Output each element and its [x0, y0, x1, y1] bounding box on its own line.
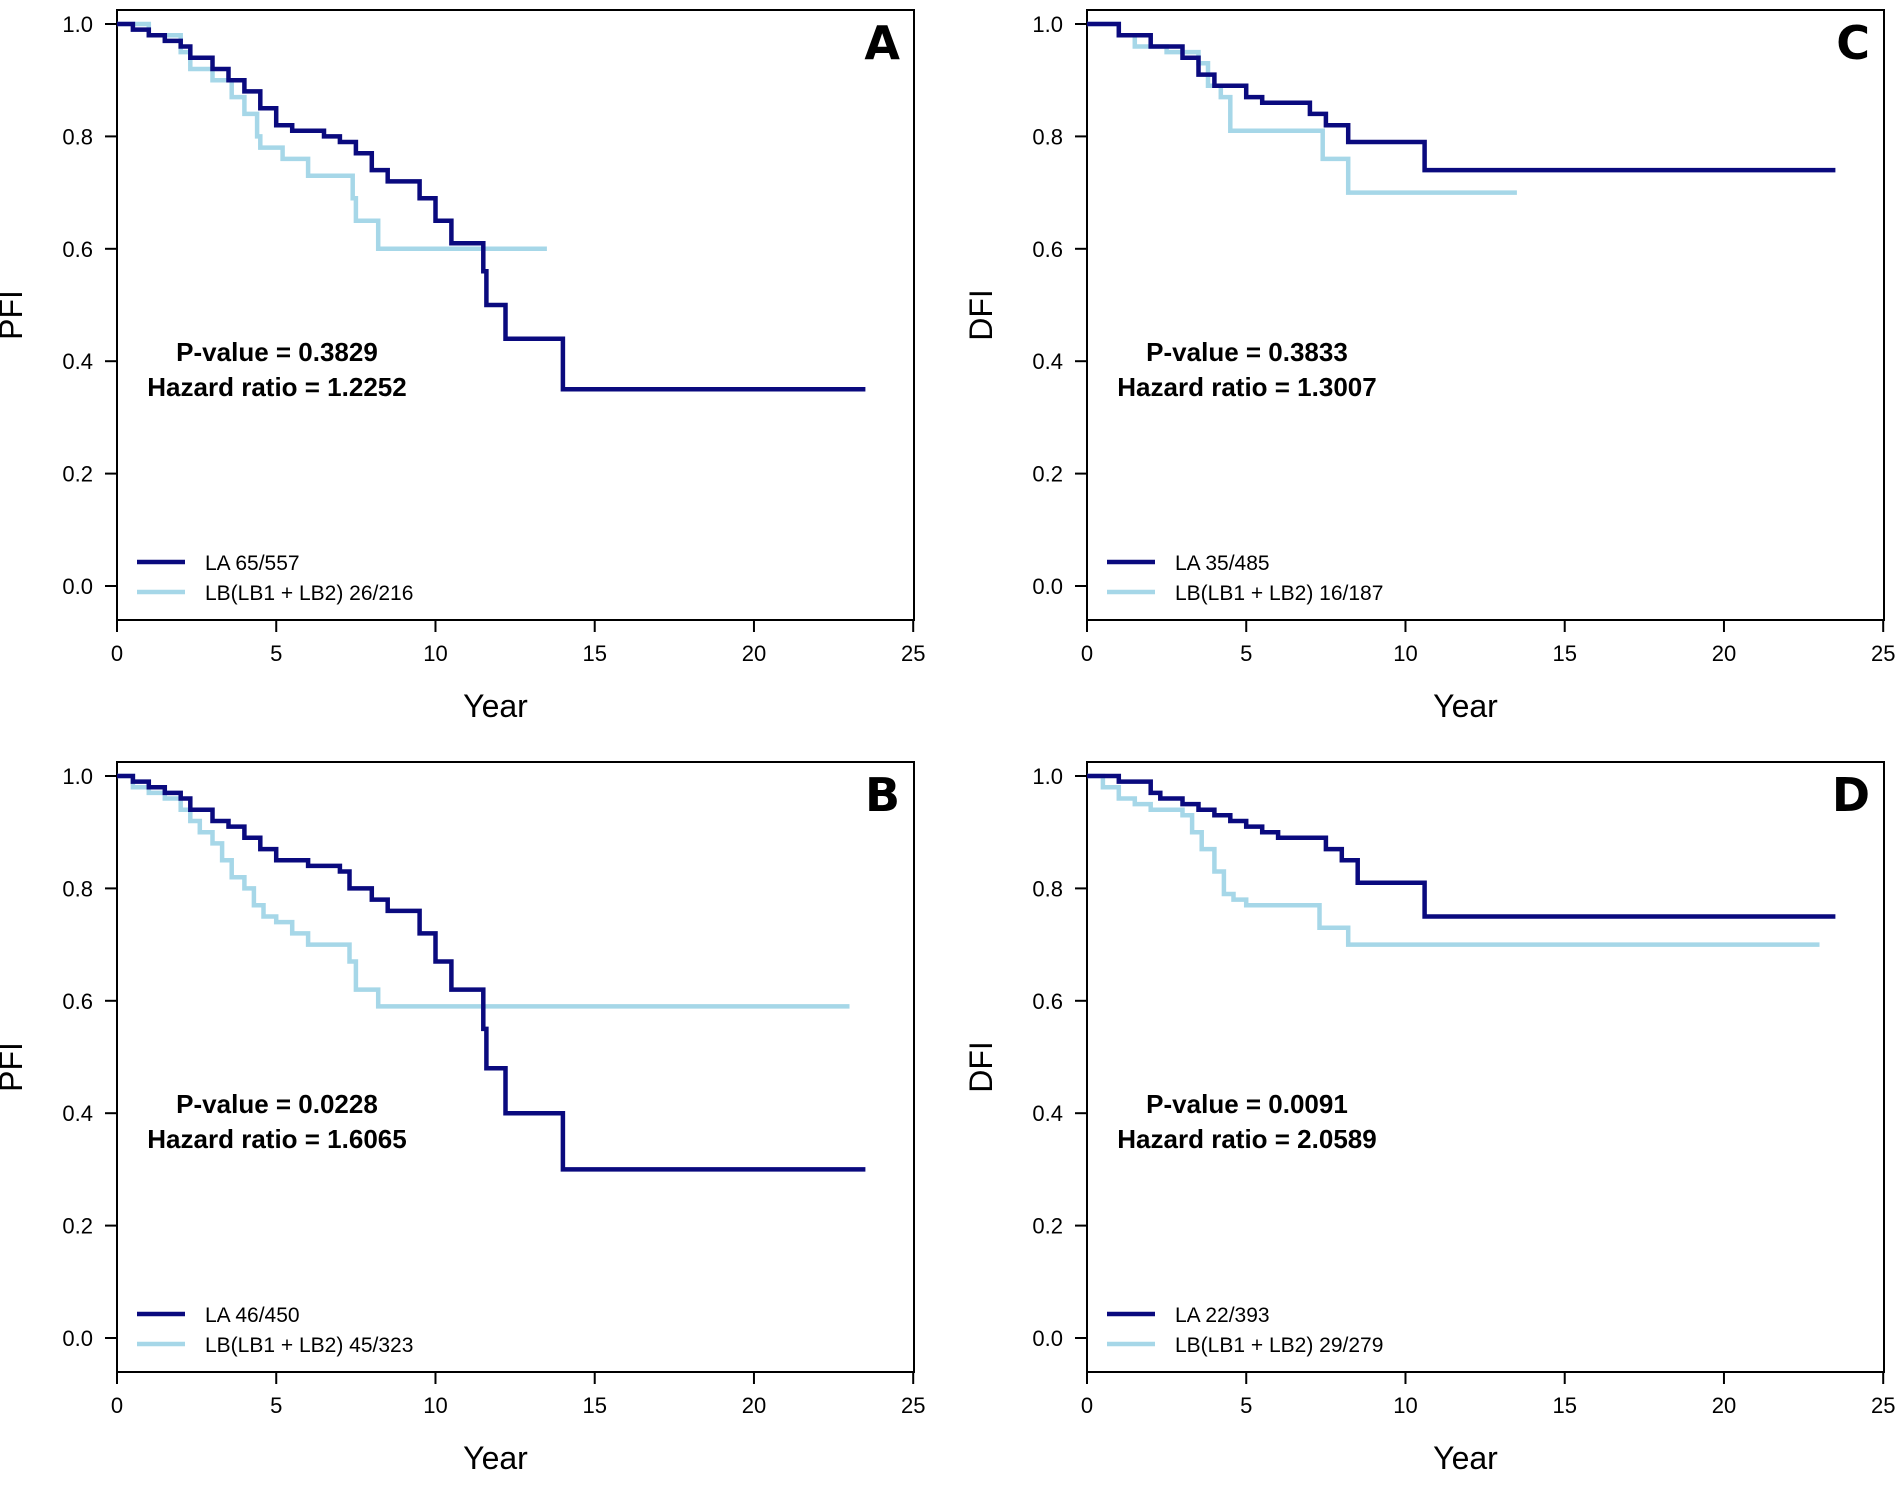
hazard-ratio-text: Hazard ratio = 1.2252	[147, 372, 406, 402]
series-line-lb	[117, 21, 547, 252]
y-tick-label: 0.0	[62, 1326, 93, 1351]
x-tick-label: 20	[742, 1393, 766, 1418]
legend-label: LA 22/393	[1175, 1304, 1270, 1327]
series-line-lb	[1087, 773, 1820, 947]
legend: LA 46/450 LB(LB1 + LB2) 45/323	[137, 1304, 413, 1357]
panel-d: 0.0 0.2 0.4 0.6 0.8 1.0 0 5 10 15 20 25 Year DFI D P-va…	[963, 761, 1895, 1476]
x-tick-label: 10	[423, 1393, 447, 1418]
panel-b: 0.0 0.2 0.4 0.6 0.8 1.0 0 5 10 15 20 25 Year PFI B P-va…	[0, 761, 925, 1476]
x-tick-label: 15	[1552, 641, 1576, 666]
legend: LA 35/485 LB(LB1 + LB2) 16/187	[1107, 552, 1383, 605]
y-axis-label: DFI	[963, 289, 999, 341]
panel-letter: C	[1836, 16, 1870, 70]
legend: LA 22/393 LB(LB1 + LB2) 29/279	[1107, 1304, 1383, 1357]
y-tick-label: 0.4	[1032, 349, 1063, 374]
series-line-la	[117, 21, 866, 392]
legend-label: LB(LB1 + LB2) 45/323	[205, 1334, 413, 1357]
y-tick-label: 0.8	[1032, 876, 1063, 901]
y-tick-label: 0.6	[1032, 989, 1063, 1014]
y-tick-label: 0.2	[1032, 462, 1063, 487]
y-tick-label: 0.2	[1032, 1214, 1063, 1239]
x-tick-label: 25	[1871, 641, 1895, 666]
y-tick-label: 1.0	[1032, 764, 1063, 789]
y-axis-label: PFI	[0, 1042, 29, 1092]
panel-letter: A	[864, 16, 900, 70]
x-tick-label: 5	[270, 1393, 282, 1418]
legend-label: LB(LB1 + LB2) 29/279	[1175, 1334, 1383, 1357]
y-tick-label: 0.0	[1032, 1326, 1063, 1351]
y-axis-label: PFI	[0, 290, 29, 340]
plot-frame	[1086, 761, 1885, 1373]
legend-label: LA 65/557	[205, 552, 300, 575]
plot-frame	[116, 9, 915, 621]
y-tick-label: 0.0	[62, 574, 93, 599]
p-value-text: P-value = 0.3829	[176, 337, 378, 367]
legend-label: LA 46/450	[205, 1304, 300, 1327]
x-tick-label: 0	[1081, 1393, 1093, 1418]
hazard-ratio-text: Hazard ratio = 1.3007	[1117, 372, 1376, 402]
x-tick-label: 10	[1393, 641, 1417, 666]
panel-letter: B	[865, 768, 900, 822]
legend-label: LA 35/485	[1175, 552, 1270, 575]
y-axis-label: DFI	[963, 1041, 999, 1093]
x-tick-label: 15	[1552, 1393, 1576, 1418]
y-tick-label: 1.0	[1032, 12, 1063, 37]
series-line-la	[1087, 21, 1836, 173]
series-line-lb	[117, 773, 850, 1009]
x-tick-label: 10	[423, 641, 447, 666]
x-axis-label: Year	[1433, 1440, 1498, 1476]
x-tick-label: 25	[901, 1393, 925, 1418]
y-tick-label: 0.6	[62, 237, 93, 262]
x-tick-label: 20	[1712, 641, 1736, 666]
y-tick-label: 0.8	[62, 876, 93, 901]
x-tick-label: 5	[270, 641, 282, 666]
y-tick-label: 0.4	[1032, 1101, 1063, 1126]
plot-frame	[116, 761, 915, 1373]
x-tick-label: 0	[111, 641, 123, 666]
series-line-la	[1087, 773, 1836, 919]
plot-frame	[1086, 9, 1885, 621]
y-tick-label: 1.0	[62, 764, 93, 789]
x-axis-label: Year	[463, 1440, 528, 1476]
x-tick-label: 5	[1240, 1393, 1252, 1418]
x-tick-label: 25	[901, 641, 925, 666]
y-tick-label: 0.0	[1032, 574, 1063, 599]
x-axis-label: Year	[463, 688, 528, 724]
y-tick-label: 0.8	[62, 124, 93, 149]
legend-label: LB(LB1 + LB2) 26/216	[205, 582, 413, 605]
x-tick-label: 0	[111, 1393, 123, 1418]
panel-a: 0.0 0.2 0.4 0.6 0.8 1.0 0 5 10 15 20 25 Year PFI A P-va…	[0, 9, 925, 724]
y-tick-label: 0.2	[62, 462, 93, 487]
p-value-text: P-value = 0.0228	[176, 1089, 378, 1119]
panel-c: 0.0 0.2 0.4 0.6 0.8 1.0 0 5 10 15 20 25 Year DFI C P-va…	[963, 9, 1895, 724]
series-line-la	[117, 773, 866, 1172]
y-tick-label: 0.8	[1032, 124, 1063, 149]
legend: LA 65/557 LB(LB1 + LB2) 26/216	[137, 552, 413, 605]
x-tick-label: 5	[1240, 641, 1252, 666]
x-tick-label: 15	[582, 641, 606, 666]
x-tick-label: 20	[1712, 1393, 1736, 1418]
y-tick-label: 0.6	[1032, 237, 1063, 262]
y-tick-label: 0.4	[62, 349, 93, 374]
legend-label: LB(LB1 + LB2) 16/187	[1175, 582, 1383, 605]
x-tick-label: 25	[1871, 1393, 1895, 1418]
x-tick-label: 10	[1393, 1393, 1417, 1418]
x-tick-label: 20	[742, 641, 766, 666]
p-value-text: P-value = 0.0091	[1146, 1089, 1348, 1119]
y-tick-label: 0.6	[62, 989, 93, 1014]
x-tick-label: 0	[1081, 641, 1093, 666]
y-tick-label: 0.4	[62, 1101, 93, 1126]
hazard-ratio-text: Hazard ratio = 2.0589	[1117, 1124, 1376, 1154]
p-value-text: P-value = 0.3833	[1146, 337, 1348, 367]
x-tick-label: 15	[582, 1393, 606, 1418]
x-axis-label: Year	[1433, 688, 1498, 724]
y-tick-label: 1.0	[62, 12, 93, 37]
panel-letter: D	[1832, 768, 1870, 822]
y-tick-label: 0.2	[62, 1214, 93, 1239]
hazard-ratio-text: Hazard ratio = 1.6065	[147, 1124, 406, 1154]
